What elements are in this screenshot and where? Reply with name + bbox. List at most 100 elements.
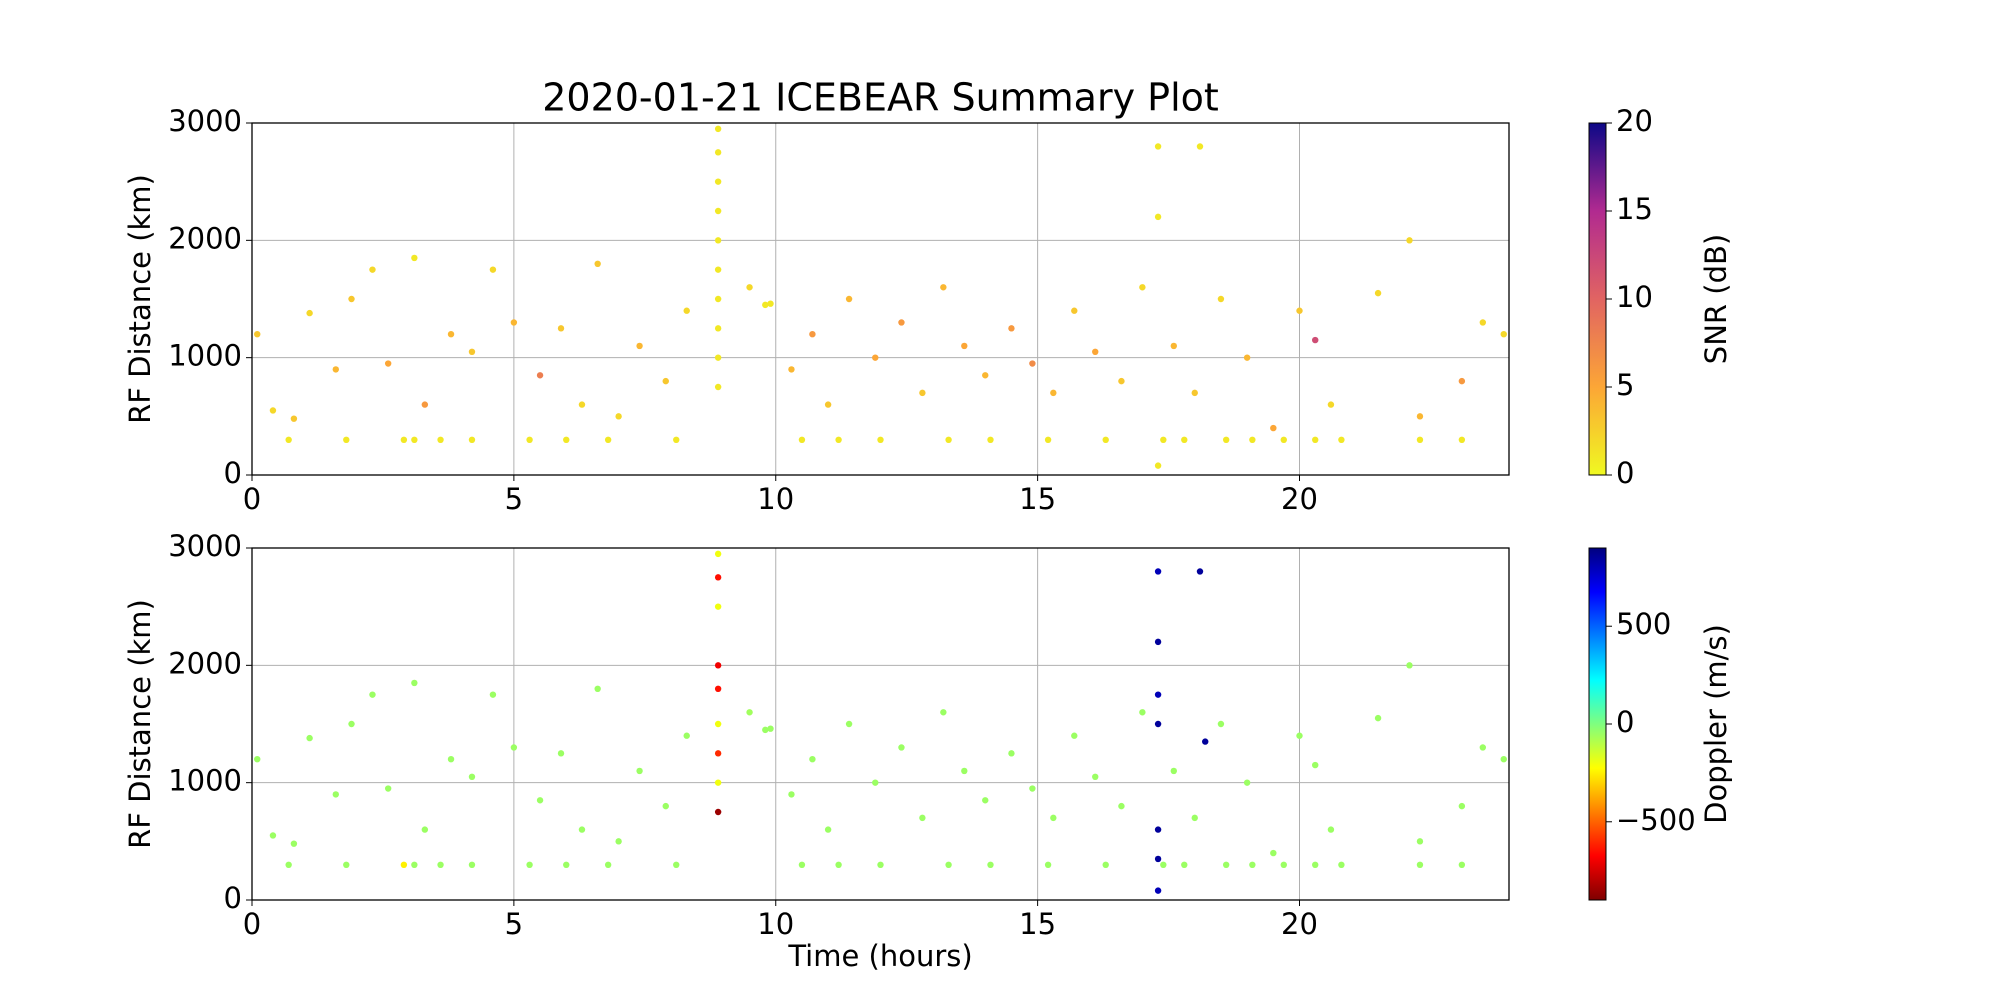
data-point bbox=[1296, 307, 1303, 314]
y-tick-label: 2000 bbox=[168, 646, 242, 680]
data-point bbox=[578, 401, 586, 408]
data-point bbox=[767, 725, 774, 732]
data-point bbox=[683, 732, 690, 739]
x-axis-label: Time (hours) bbox=[787, 939, 972, 973]
data-point bbox=[714, 295, 722, 303]
data-point bbox=[714, 178, 722, 185]
data-point bbox=[714, 662, 722, 669]
data-point bbox=[332, 791, 339, 798]
data-point bbox=[1196, 568, 1204, 575]
data-point bbox=[1296, 732, 1303, 739]
data-point bbox=[536, 372, 544, 379]
data-point bbox=[421, 826, 429, 833]
colorbar-label: Doppler (m/s) bbox=[1699, 624, 1733, 824]
data-point bbox=[1044, 436, 1052, 443]
data-point bbox=[940, 284, 947, 291]
data-point bbox=[1154, 143, 1162, 150]
data-point bbox=[714, 237, 722, 244]
data-point bbox=[526, 861, 533, 868]
colorbar-tick-label: 15 bbox=[1616, 192, 1653, 226]
data-point bbox=[447, 756, 455, 763]
data-point bbox=[437, 436, 444, 443]
data-point bbox=[987, 861, 994, 868]
colorbar-tick-label: −500 bbox=[1616, 803, 1696, 837]
data-point bbox=[714, 750, 722, 757]
data-point bbox=[384, 785, 392, 792]
data-point bbox=[845, 295, 853, 303]
data-point bbox=[348, 720, 355, 728]
data-point bbox=[1008, 325, 1015, 332]
data-point bbox=[835, 861, 842, 868]
data-point bbox=[1249, 436, 1256, 443]
data-point bbox=[468, 436, 476, 443]
data-point bbox=[1160, 436, 1167, 443]
data-point bbox=[1181, 861, 1188, 868]
data-point bbox=[683, 307, 690, 314]
x-tick-label: 20 bbox=[1281, 907, 1318, 941]
data-point bbox=[919, 814, 926, 822]
data-point bbox=[714, 779, 722, 786]
data-point bbox=[1458, 436, 1466, 443]
data-point bbox=[714, 550, 722, 558]
data-point bbox=[662, 802, 669, 810]
data-point bbox=[1327, 826, 1335, 833]
data-point bbox=[824, 401, 832, 408]
data-point bbox=[1071, 307, 1078, 314]
colorbar-tick-label: 0 bbox=[1616, 456, 1634, 490]
data-point bbox=[400, 861, 408, 868]
data-point bbox=[468, 861, 476, 868]
colorbar-tick-label: 10 bbox=[1616, 280, 1653, 314]
data-point bbox=[877, 436, 884, 443]
data-point bbox=[510, 744, 518, 751]
data-point bbox=[1029, 360, 1036, 367]
data-point bbox=[714, 383, 722, 391]
data-point bbox=[563, 436, 570, 443]
data-point bbox=[1270, 424, 1277, 432]
data-point bbox=[982, 797, 989, 804]
data-point bbox=[615, 838, 622, 845]
data-point bbox=[421, 401, 429, 408]
colorbar-tick-label: 5 bbox=[1616, 368, 1634, 402]
data-point bbox=[762, 726, 769, 734]
data-point bbox=[1217, 295, 1225, 303]
data-point bbox=[1243, 354, 1251, 361]
y-tick-label: 0 bbox=[224, 881, 242, 915]
data-point bbox=[1500, 756, 1507, 763]
data-point bbox=[714, 354, 722, 361]
data-point bbox=[1458, 861, 1466, 868]
chart-title: 2020-01-21 ICEBEAR Summary Plot bbox=[542, 76, 1219, 120]
data-point bbox=[254, 756, 261, 763]
data-point bbox=[1479, 319, 1487, 326]
data-point bbox=[1139, 709, 1146, 716]
data-point bbox=[411, 254, 418, 262]
data-point bbox=[1500, 331, 1507, 338]
data-point bbox=[269, 407, 277, 414]
data-point bbox=[1029, 785, 1036, 792]
data-point bbox=[714, 149, 722, 156]
x-tick-label: 10 bbox=[757, 907, 794, 941]
y-tick-label: 3000 bbox=[168, 529, 242, 563]
data-point bbox=[1416, 861, 1424, 868]
data-point bbox=[1154, 213, 1162, 221]
data-point bbox=[400, 436, 408, 443]
data-point bbox=[798, 436, 806, 443]
data-point bbox=[982, 372, 989, 379]
data-point bbox=[437, 861, 444, 868]
data-point bbox=[746, 284, 753, 291]
data-point bbox=[714, 266, 722, 273]
y-tick-label: 2000 bbox=[168, 221, 242, 255]
data-point bbox=[714, 125, 722, 133]
x-tick-label: 15 bbox=[1019, 907, 1056, 941]
data-point bbox=[1102, 436, 1109, 443]
data-point bbox=[447, 331, 455, 338]
data-point bbox=[945, 861, 952, 868]
data-point bbox=[306, 309, 313, 317]
data-point bbox=[636, 767, 643, 775]
x-tick-label: 20 bbox=[1281, 482, 1318, 516]
data-point bbox=[594, 685, 601, 692]
y-axis-label: RF Distance (km) bbox=[123, 599, 157, 849]
data-point bbox=[557, 750, 565, 757]
data-point bbox=[1479, 744, 1487, 751]
data-point bbox=[1374, 714, 1382, 722]
data-point bbox=[343, 436, 350, 443]
